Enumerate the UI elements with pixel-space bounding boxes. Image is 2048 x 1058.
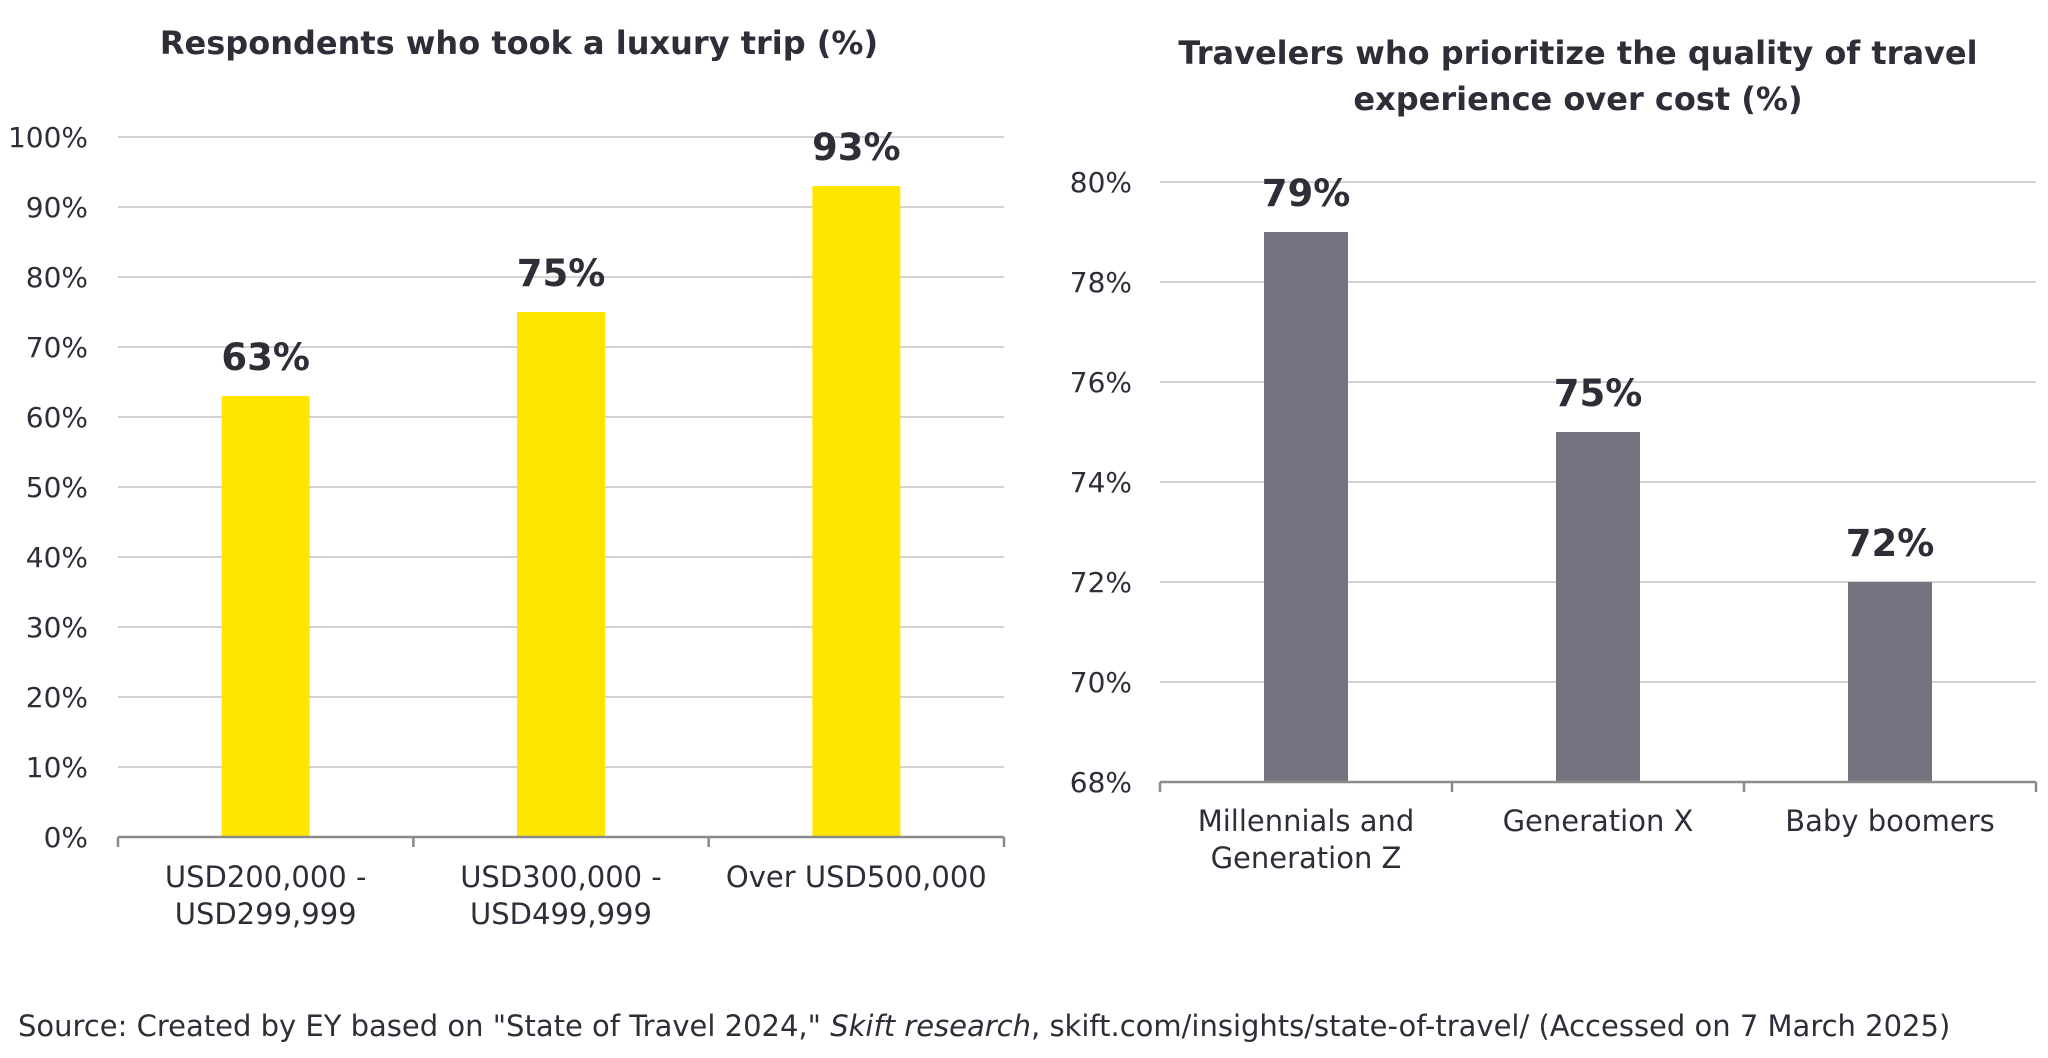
category-label-line: Baby boomers [1785,804,1994,838]
category-label-line: USD499,999 [470,897,652,931]
chart-title-line: experience over cost (%) [1353,80,1802,118]
source-note: Source: Created by EY based on "State of… [18,1009,1950,1043]
source-text-italic: Skift research [830,1009,1031,1043]
bar [812,186,901,837]
y-tick-label: 50% [26,471,88,504]
category-label-line: Over USD500,000 [726,860,987,894]
source-text-end: , skift.com/insights/state-of-travel/ (A… [1031,1009,1950,1043]
category-label: Millennials and Generation Z [1198,804,1415,875]
chart-title: Travelers who prioritize the quality of … [1178,34,1977,118]
category-label-line: USD200,000 - [165,860,367,894]
data-label: 93% [812,126,901,169]
data-label: 79% [1262,172,1351,215]
y-tick-label: 100% [8,121,88,154]
y-tick-label: 70% [1070,666,1132,699]
bar [517,312,605,837]
category-label-line: Generation Z [1211,841,1402,875]
data-label: 72% [1846,522,1935,565]
y-tick-label: 40% [26,541,88,574]
chart-title-line: Respondents who took a luxury trip (%) [160,24,878,62]
y-tick-label: 60% [26,401,88,434]
chart-title: Respondents who took a luxury trip (%) [160,24,878,62]
bar [1848,582,1932,782]
y-tick-label: 80% [26,261,88,294]
category-label: USD300,000 -USD499,999 [460,860,662,931]
category-label: Over USD500,000 [726,860,987,894]
y-tick-label: 74% [1070,466,1132,499]
bar [1556,432,1640,782]
category-label: Baby boomers [1785,804,1994,838]
bar [1264,232,1348,782]
y-tick-label: 90% [26,191,88,224]
y-tick-label: 78% [1070,266,1132,299]
y-tick-label: 30% [26,611,88,644]
category-label-line: Generation X [1503,804,1694,838]
category-label-line: USD299,999 [175,897,357,931]
y-tick-label: 72% [1070,566,1132,599]
y-tick-label: 10% [26,751,88,784]
chart-luxury-trip: Respondents who took a luxury trip (%) 0%… [8,24,1006,931]
data-label: 75% [517,252,606,295]
chart-quality-over-cost: Travelers who prioritize the quality of … [1070,34,2038,875]
bar [221,396,310,837]
category-label-line: Millennials and [1198,804,1415,838]
y-tick-label: 76% [1070,366,1132,399]
data-label: 75% [1554,372,1643,415]
category-label-line: USD300,000 - [460,860,662,894]
y-tick-label: 20% [26,681,88,714]
y-tick-label: 80% [1070,166,1132,199]
source-text-start: Source: Created by EY based on "State of… [18,1009,830,1043]
chart-title-line: Travelers who prioritize the quality of … [1178,34,1977,72]
y-tick-label: 0% [44,821,88,854]
y-tick-label: 70% [26,331,88,364]
category-label: USD200,000 -USD299,999 [165,860,367,931]
category-label: Generation X [1503,804,1694,838]
data-label: 63% [221,336,310,379]
y-tick-label: 68% [1070,766,1132,799]
